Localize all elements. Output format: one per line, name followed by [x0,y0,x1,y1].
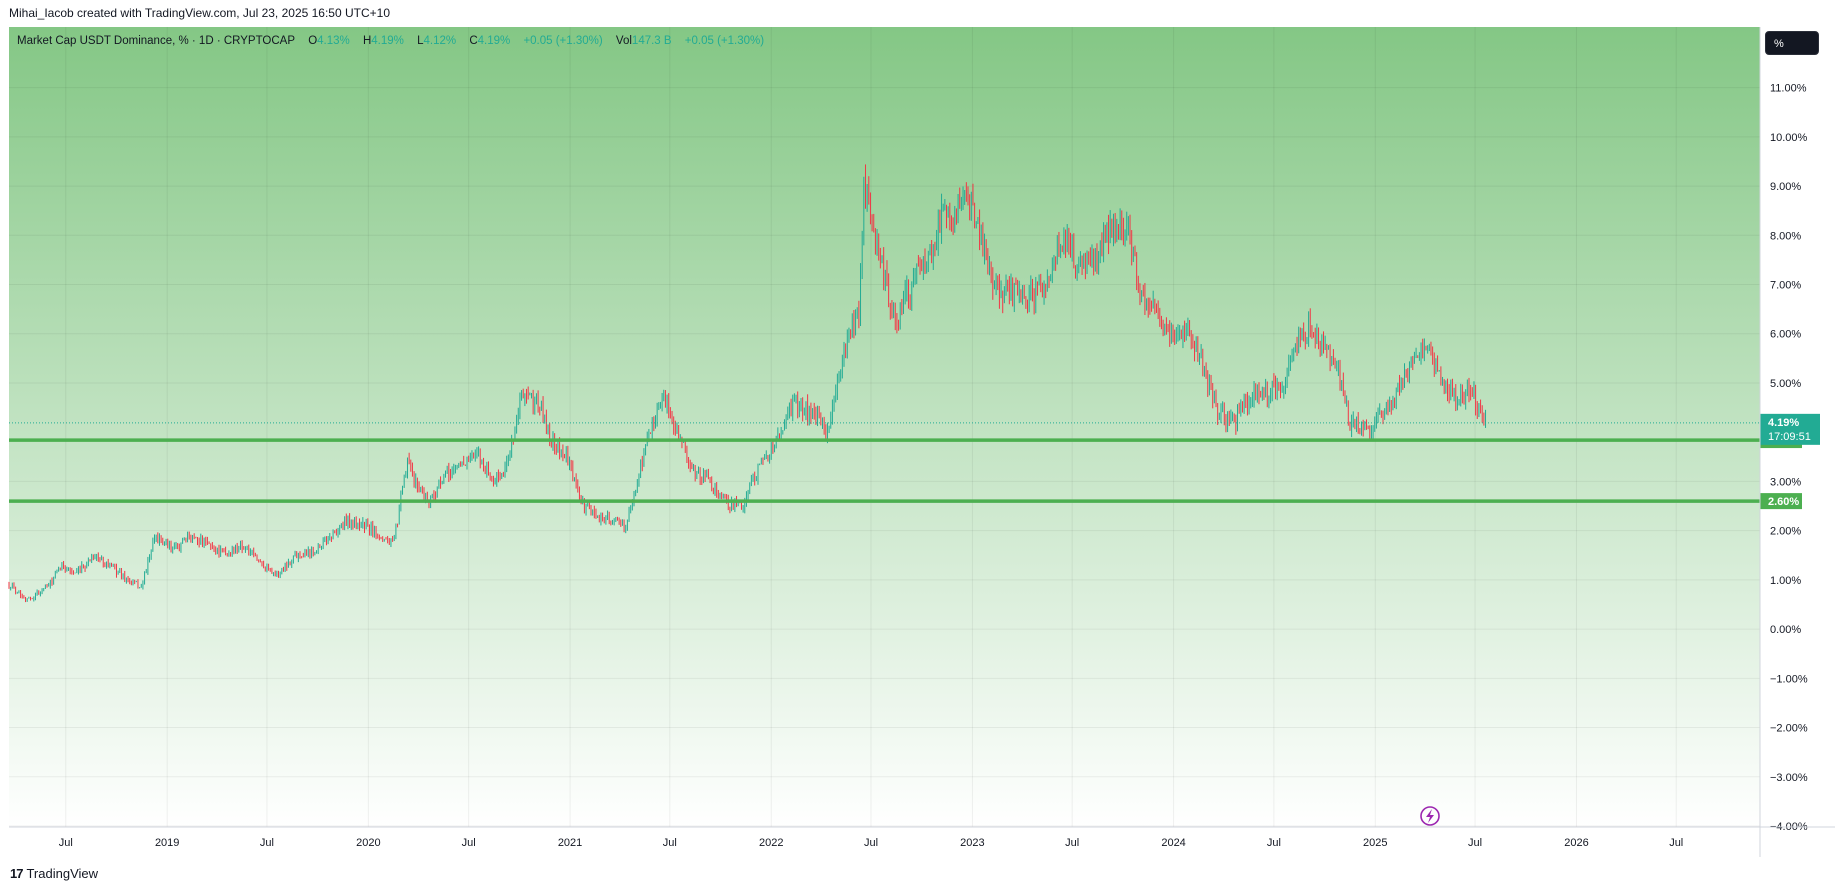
legend-vol-label: Vol [615,35,632,47]
last-price-label: 4.19% [1768,417,1799,429]
chart-credit: Mihai_Iacob created with TradingView.com… [9,6,390,20]
legend-close-value: 4.19% [477,35,511,47]
x-tick-label: Jul [1669,837,1683,849]
brand-label: TradingView [26,866,99,881]
y-tick-label: 9.00% [1770,181,1801,193]
legend-high-value: 4.19% [371,35,404,47]
y-tick-label: 2.00% [1770,526,1801,538]
candles [8,164,1487,603]
y-tick-label: 11.00% [1770,83,1807,95]
level-tag-label: 2.60% [1768,496,1799,508]
y-tick-label: 1.00% [1770,575,1801,587]
x-tick-label: 2024 [1161,837,1185,849]
legend-high-label: H [362,35,372,47]
legend-change: +0.05 (+1.30%) [523,35,603,47]
y-tick-label: −1.00% [1770,673,1808,685]
y-tick-label: −3.00% [1770,772,1808,784]
horizontal-levels[interactable]: 3.84%2.60%4.19%17:09:51 [9,413,1820,510]
legend-low-label: L [417,35,424,47]
x-tick-label: Jul [1468,837,1482,849]
x-tick-label: 2021 [558,837,582,849]
percent-scale-button[interactable]: % [1765,31,1819,55]
tradingview-logo-icon: 17 [10,866,24,881]
legend-open-value: 4.13% [317,35,350,47]
level-tag [1760,493,1802,510]
x-tick-label: Jul [260,837,274,849]
y-tick-label: 3.00% [1770,476,1801,488]
chart-legend: Market Cap USDT Dominance, % · 1D · CRYP… [17,35,764,47]
legend-vol-value: 147.3 B [631,35,672,47]
y-tick-label: −2.00% [1770,723,1808,735]
y-tick-label: 8.00% [1770,230,1801,242]
tradingview-brand[interactable]: 17 TradingView [10,866,98,881]
chart-background [9,27,1760,827]
x-tick-label: Jul [1065,837,1079,849]
x-tick-label: 2022 [759,837,783,849]
y-tick-label: 10.00% [1770,132,1808,144]
x-tick-label: Jul [462,837,476,849]
candle-countdown-label: 17:09:51 [1768,431,1811,443]
x-tick-label: 2026 [1564,837,1588,849]
x-tick-label: Jul [663,837,677,849]
y-tick-label: 6.00% [1770,329,1801,341]
legend-vol-change: +0.05 (+1.30%) [684,35,765,47]
legend-symbol: Market Cap USDT Dominance, % · 1D · CRYP… [17,35,295,47]
y-tick-label: 0.00% [1770,624,1801,636]
x-tick-label: 2020 [356,837,380,849]
legend-open-label: O [308,35,318,47]
x-tick-label: Jul [864,837,878,849]
chart-grid [9,27,1760,827]
last-price-tag [1760,413,1820,445]
x-tick-label: Jul [59,837,73,849]
lightning-icon[interactable] [1420,806,1440,826]
legend-low-value: 4.12% [423,35,457,47]
x-tick-label: 2019 [155,837,179,849]
x-tick-label: 2023 [960,837,984,849]
legend-close-label: C [469,35,478,47]
x-tick-label: 2025 [1363,837,1387,849]
y-tick-label: 5.00% [1770,378,1801,390]
axes: 11.00% 10.00% 9.00% 8.00% 7.00% 6.00% 5.00% 3.0… [59,83,1808,849]
y-tick-label: 7.00% [1770,280,1801,292]
x-tick-label: Jul [1267,837,1281,849]
